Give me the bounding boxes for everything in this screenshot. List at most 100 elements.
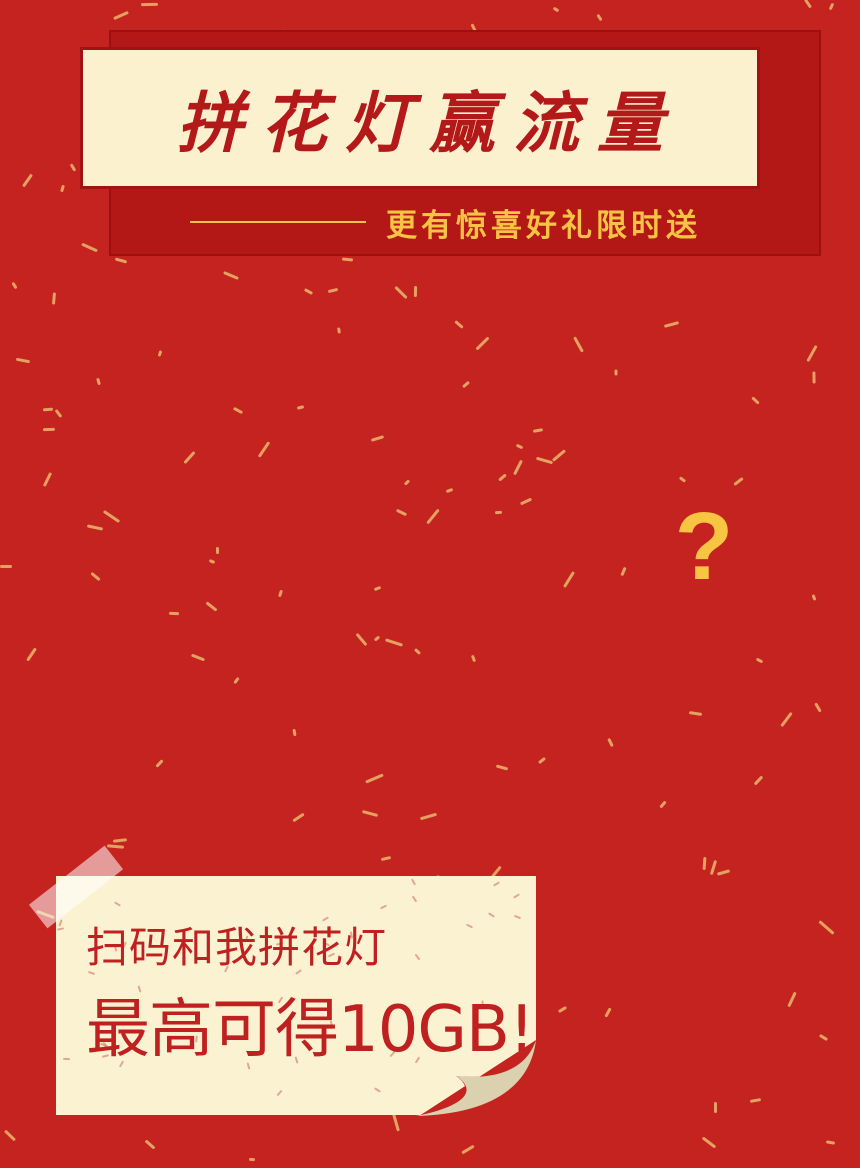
- confetti-flake: [90, 571, 101, 582]
- confetti-flake: [515, 443, 524, 450]
- confetti-flake: [361, 809, 379, 818]
- confetti-flake: [373, 635, 381, 642]
- confetti-flake: [190, 653, 206, 662]
- confetti-flake: [168, 611, 180, 616]
- banner-subtitle-row: 更有惊喜好礼限时送: [190, 200, 760, 244]
- confetti-flake: [413, 285, 418, 298]
- note-fiber: [62, 1057, 71, 1061]
- confetti-flake: [749, 1098, 762, 1103]
- confetti-flake: [475, 336, 490, 351]
- confetti-flake: [403, 479, 411, 486]
- confetti-flake: [292, 728, 297, 737]
- confetti-flake: [535, 456, 554, 465]
- confetti-flake: [607, 737, 614, 748]
- note-fiber: [56, 927, 65, 931]
- banner-subtitle: 更有惊喜好礼限时送: [386, 207, 701, 244]
- confetti-flake: [709, 859, 718, 876]
- confetti-flake: [461, 1144, 475, 1155]
- confetti-flake: [21, 173, 34, 188]
- confetti-flake: [780, 711, 793, 728]
- confetti-flake: [426, 508, 440, 525]
- note-fiber: [465, 923, 474, 929]
- note-fiber: [513, 893, 520, 899]
- confetti-flake: [470, 654, 477, 663]
- confetti-flake: [96, 377, 101, 386]
- note-fiber: [58, 919, 63, 927]
- confetti-flake: [803, 0, 813, 9]
- confetti-flake: [0, 565, 12, 568]
- confetti-flake: [81, 242, 98, 253]
- confetti-flake: [701, 1136, 717, 1149]
- confetti-flake: [114, 257, 128, 264]
- confetti-flake: [102, 509, 121, 524]
- confetti-flake: [557, 1005, 568, 1014]
- confetti-flake: [54, 409, 63, 418]
- confetti-flake: [155, 759, 164, 768]
- note-fiber: [414, 953, 421, 961]
- confetti-flake: [454, 320, 464, 329]
- confetti-flake: [11, 281, 18, 290]
- confetti-flake: [787, 991, 797, 1008]
- confetti-flake: [395, 508, 408, 517]
- confetti-flake: [825, 1140, 836, 1145]
- confetti-flake: [365, 773, 384, 784]
- confetti-flake: [3, 1129, 17, 1142]
- confetti-flake: [620, 566, 627, 577]
- note-fiber: [276, 1089, 283, 1097]
- note-fiber: [374, 1087, 381, 1093]
- note-card: [56, 876, 536, 1115]
- note-fiber: [488, 912, 495, 918]
- subtitle-divider-line: [190, 221, 366, 223]
- confetti-flake: [257, 441, 271, 458]
- confetti-flake: [551, 449, 567, 462]
- confetti-flake: [818, 920, 835, 935]
- confetti-flake: [144, 1139, 156, 1150]
- confetti-flake: [380, 855, 392, 862]
- confetti-flake: [733, 476, 744, 487]
- confetti-flake: [42, 407, 54, 412]
- confetti-flake: [513, 459, 523, 476]
- note-fiber: [513, 914, 522, 920]
- confetti-flake: [532, 428, 544, 433]
- confetti-flake: [818, 1033, 829, 1042]
- note-fiber: [114, 901, 121, 907]
- confetti-flake: [292, 812, 305, 823]
- confetti-flake: [113, 10, 129, 21]
- confetti-flake: [659, 800, 667, 809]
- confetti-flake: [296, 405, 305, 410]
- confetti-flake: [223, 270, 239, 281]
- note-scan-text: 扫码和我拼花灯: [86, 923, 388, 972]
- note-fiber: [410, 878, 417, 886]
- confetti-flake: [69, 163, 77, 172]
- confetti-flake: [355, 632, 368, 647]
- banner-title-panel: 拼花灯赢流量: [80, 47, 760, 189]
- confetti-flake: [86, 524, 104, 531]
- note-fiber: [411, 895, 418, 903]
- confetti-flake: [495, 764, 509, 771]
- confetti-flake: [208, 558, 216, 565]
- confetti-flake: [232, 406, 244, 415]
- confetti-flake: [337, 327, 341, 334]
- confetti-flake: [702, 856, 707, 871]
- confetti-flake: [663, 321, 680, 328]
- confetti-flake: [445, 487, 454, 494]
- confetti-flake: [233, 676, 240, 685]
- banner-title: 拼花灯赢流量: [177, 84, 681, 162]
- confetti-flake: [461, 380, 471, 389]
- note-fiber: [492, 881, 501, 887]
- confetti-flake: [373, 585, 382, 592]
- confetti-flake: [537, 756, 547, 765]
- confetti-flake: [327, 287, 339, 294]
- confetti-flake: [806, 344, 818, 363]
- note-reward-text: 最高可得10GB!: [86, 993, 535, 1067]
- confetti-flake: [303, 288, 314, 295]
- confetti-flake: [248, 1157, 256, 1162]
- confetti-flake: [419, 812, 438, 821]
- confetti-flake: [716, 869, 731, 876]
- confetti-flake: [15, 357, 31, 364]
- confetti-flake: [714, 1102, 717, 1113]
- confetti-flake: [341, 257, 354, 262]
- confetti-flake: [183, 450, 196, 465]
- confetti-flake: [811, 594, 817, 601]
